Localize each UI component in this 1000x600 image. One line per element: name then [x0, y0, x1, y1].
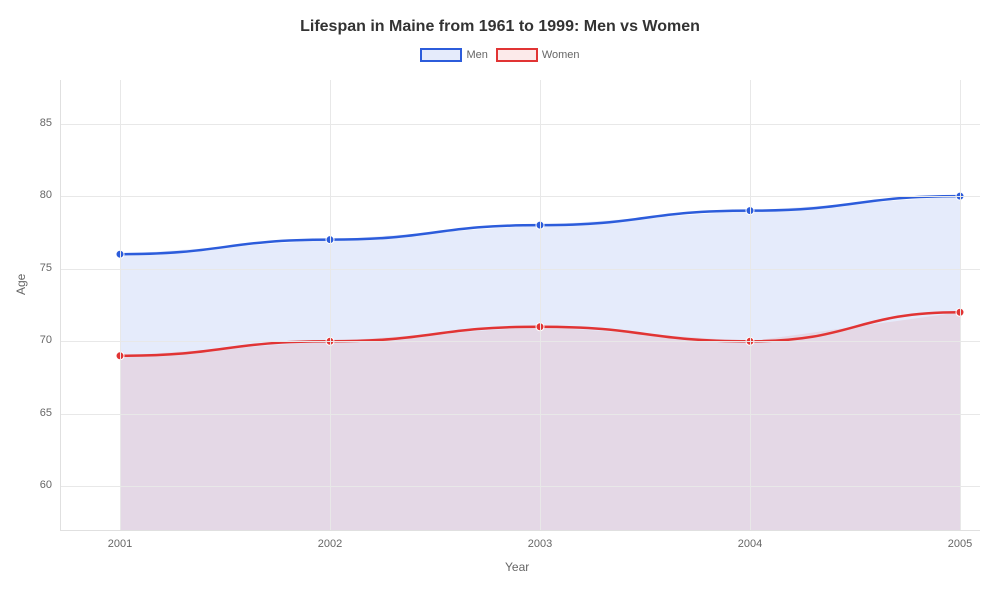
gridline-v [330, 80, 331, 530]
y-axis-line [60, 80, 61, 530]
y-tick-label: 70 [22, 334, 52, 346]
chart-container: Lifespan in Maine from 1961 to 1999: Men… [0, 0, 1000, 600]
x-tick-label: 2003 [520, 538, 560, 550]
gridline-h [60, 486, 980, 487]
gridline-h [60, 414, 980, 415]
legend-swatch-women [496, 48, 538, 62]
gridline-h [60, 124, 980, 125]
x-tick-label: 2004 [730, 538, 770, 550]
x-tick-label: 2005 [940, 538, 980, 550]
legend-swatch-men [420, 48, 462, 62]
gridline-v [750, 80, 751, 530]
chart-svg [60, 80, 980, 530]
gridline-h [60, 269, 980, 270]
legend-label-men: Men [466, 49, 487, 61]
gridline-h [60, 341, 980, 342]
gridline-v [120, 80, 121, 530]
gridline-v [540, 80, 541, 530]
y-tick-label: 65 [22, 407, 52, 419]
y-tick-label: 75 [22, 262, 52, 274]
x-axis-label: Year [505, 560, 529, 574]
y-tick-label: 85 [22, 117, 52, 129]
legend: Men Women [0, 48, 1000, 62]
legend-item-men: Men [420, 48, 487, 62]
x-tick-label: 2001 [100, 538, 140, 550]
x-axis-line [60, 530, 980, 531]
gridline-v [960, 80, 961, 530]
legend-label-women: Women [542, 49, 580, 61]
legend-item-women: Women [496, 48, 580, 62]
y-tick-label: 80 [22, 189, 52, 201]
chart-title: Lifespan in Maine from 1961 to 1999: Men… [0, 18, 1000, 36]
gridline-h [60, 196, 980, 197]
y-tick-label: 60 [22, 479, 52, 491]
x-tick-label: 2002 [310, 538, 350, 550]
y-axis-label: Age [14, 274, 28, 295]
plot-area: 60657075808520012002200320042005 [60, 80, 980, 530]
